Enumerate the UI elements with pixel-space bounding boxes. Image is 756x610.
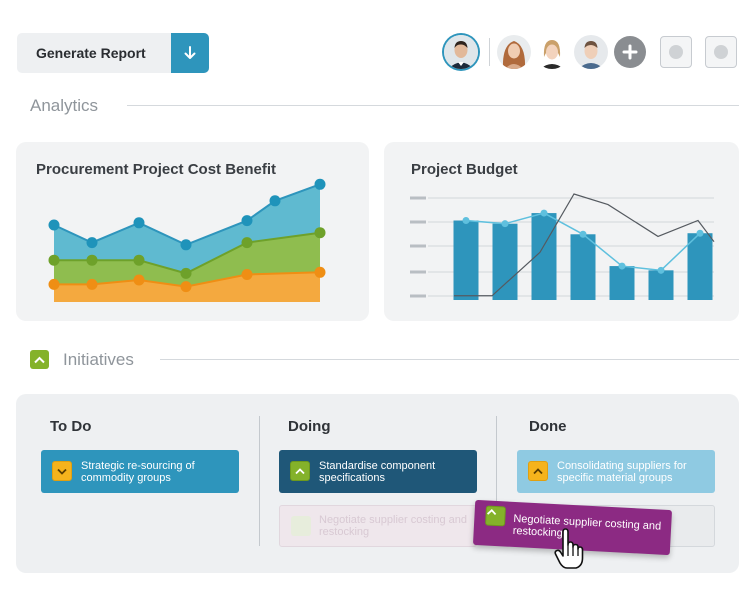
cost-benefit-chart xyxy=(48,178,326,302)
data-point xyxy=(86,237,98,249)
column-title-todo: To Do xyxy=(50,418,92,435)
task-label: Negotiate supplier costing and restockin… xyxy=(512,512,662,539)
line-series-3 xyxy=(54,271,321,288)
task-card-todo[interactable]: Strategic re-sourcing of commodity group… xyxy=(41,450,239,493)
data-point xyxy=(314,227,326,239)
data-point xyxy=(241,215,253,227)
avatar[interactable] xyxy=(535,35,569,69)
initiatives-divider xyxy=(160,359,739,360)
user-woman-icon xyxy=(497,35,531,69)
column-title-done: Done xyxy=(529,418,567,435)
avatar-divider xyxy=(489,38,490,66)
data-point xyxy=(48,219,60,231)
data-point xyxy=(133,217,145,229)
budget-point xyxy=(696,229,704,237)
data-point xyxy=(48,254,60,266)
circle-icon xyxy=(669,45,683,59)
chevron-up-icon[interactable] xyxy=(484,505,507,527)
chevron-up-icon xyxy=(34,356,45,363)
analytics-heading: Analytics xyxy=(30,96,99,115)
toolbar-toggle-button[interactable] xyxy=(705,36,737,68)
budget-bar xyxy=(648,270,674,300)
user-woman-icon xyxy=(535,35,569,69)
data-point xyxy=(180,267,192,279)
task-label: Standardise component specifications xyxy=(319,459,436,484)
collapse-initiatives-button[interactable] xyxy=(30,350,49,369)
budget-point xyxy=(579,230,587,238)
trend-line xyxy=(454,193,715,297)
cost-benefit-card: Procurement Project Cost Benefit xyxy=(16,142,369,321)
data-point xyxy=(180,281,192,293)
user-man-icon xyxy=(574,35,608,69)
data-point xyxy=(314,266,326,278)
budget-point xyxy=(501,220,509,228)
initiatives-heading: Initiatives xyxy=(63,350,134,369)
column-divider xyxy=(259,416,260,546)
arrow-down-icon xyxy=(184,46,196,59)
line-series-2 xyxy=(54,231,321,275)
cost-benefit-title: Procurement Project Cost Benefit xyxy=(36,161,277,178)
budget-point xyxy=(540,209,548,217)
budget-title: Project Budget xyxy=(411,161,518,178)
avatar[interactable] xyxy=(497,35,531,69)
user-man-icon xyxy=(444,35,478,69)
download-button[interactable] xyxy=(171,33,209,73)
generate-report-label: Generate Report xyxy=(36,45,146,61)
task-drop-placeholder: Negotiate supplier costing and restockin… xyxy=(279,505,477,547)
task-card-doing[interactable]: Standardise component specifications xyxy=(279,450,477,493)
task-label: Consolidating suppliers for specific mat… xyxy=(557,459,687,484)
hand-cursor-icon xyxy=(554,528,584,569)
task-label: Strategic re-sourcing of commodity group… xyxy=(81,459,195,484)
budget-chart xyxy=(410,193,715,300)
task-label: Negotiate supplier costing and restockin… xyxy=(319,514,467,538)
task-card-dragging[interactable]: Negotiate supplier costing and restockin… xyxy=(472,499,673,556)
generate-report-button[interactable]: Generate Report xyxy=(17,33,209,73)
budget-point xyxy=(618,262,626,270)
avatar[interactable] xyxy=(444,35,478,69)
chevron-up-icon[interactable] xyxy=(528,461,548,481)
data-point xyxy=(86,278,98,290)
data-point xyxy=(269,195,281,207)
data-point xyxy=(133,254,145,266)
budget-bar xyxy=(492,223,518,300)
column-divider xyxy=(496,416,497,546)
column-title-doing: Doing xyxy=(288,418,331,435)
avatar[interactable] xyxy=(574,35,608,69)
data-point xyxy=(86,254,98,266)
data-point xyxy=(241,269,253,280)
data-point xyxy=(241,237,253,249)
budget-point xyxy=(657,266,665,274)
budget-bar xyxy=(570,234,596,300)
toolbar-toggle-button[interactable] xyxy=(660,36,692,68)
data-point xyxy=(133,274,145,286)
budget-bar xyxy=(687,233,713,300)
budget-bar xyxy=(453,220,479,300)
budget-bar xyxy=(609,266,635,300)
task-card-done[interactable]: Consolidating suppliers for specific mat… xyxy=(517,450,715,493)
chevron-down-icon[interactable] xyxy=(52,461,72,481)
plus-icon xyxy=(622,44,638,60)
data-point xyxy=(48,278,60,290)
data-point xyxy=(314,178,326,190)
budget-point xyxy=(462,217,470,224)
chevron-up-icon xyxy=(291,516,311,536)
chevron-up-icon[interactable] xyxy=(290,461,310,481)
budget-card: Project Budget xyxy=(384,142,739,321)
data-point xyxy=(180,239,192,251)
circle-icon xyxy=(714,45,728,59)
analytics-divider xyxy=(127,105,739,106)
add-user-button[interactable] xyxy=(614,36,646,68)
